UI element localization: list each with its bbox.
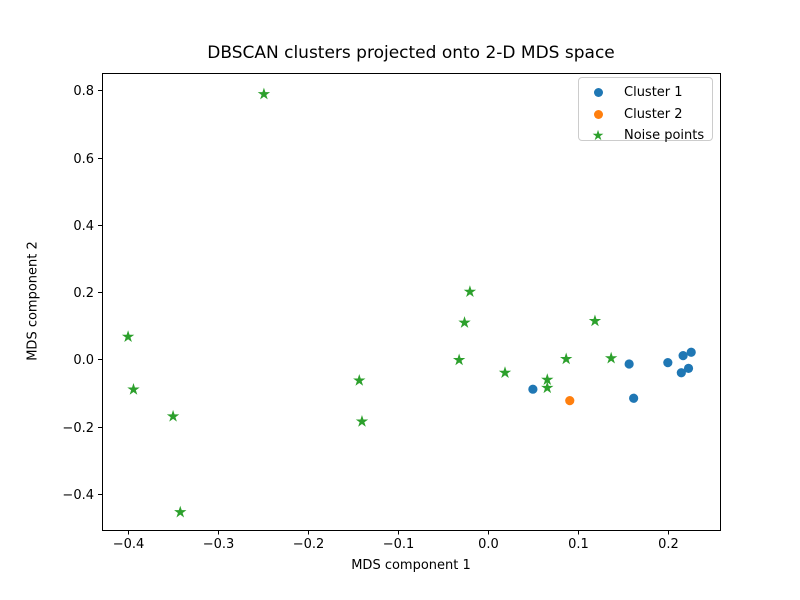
cluster-1-point: [683, 363, 694, 373]
y-tick-label: 0.8: [73, 84, 94, 99]
noise-points-point: [604, 351, 618, 364]
y-tick-label: −0.2: [62, 421, 94, 436]
cluster-1-point: [678, 351, 688, 361]
x-tick-label: −0.3: [203, 537, 235, 552]
chart-title: DBSCAN clusters projected onto 2-D MDS s…: [207, 43, 615, 63]
cluster-1-point: [676, 368, 686, 378]
noise-points-point: [166, 409, 180, 422]
y-tick-label: 0.0: [73, 353, 94, 368]
cluster-2-marker-icon: [591, 110, 605, 119]
noise-points-marker-icon: [591, 129, 605, 143]
y-axis-label: MDS component 2: [25, 241, 41, 361]
noise-points-point: [541, 373, 554, 386]
legend-item-noise-points: Noise points: [591, 125, 712, 147]
noise-points-point: [559, 352, 573, 365]
noise-points-point: [541, 381, 554, 394]
cluster-2-point: [565, 396, 575, 406]
y-tick-label: 0.6: [73, 152, 94, 167]
noise-points-point: [174, 505, 187, 518]
x-tick-label: −0.1: [383, 537, 415, 552]
noise-points-point: [458, 316, 471, 328]
cluster-1-point: [629, 393, 639, 403]
x-tick-label: −0.2: [293, 537, 325, 552]
legend-item-cluster-1: Cluster 1: [591, 82, 712, 104]
x-axis-label: MDS component 1: [351, 558, 471, 573]
legend-item-cluster-2: Cluster 2: [591, 104, 712, 126]
y-tick-label: 0.4: [73, 219, 94, 234]
noise-points-point: [452, 353, 466, 366]
legend-label-cluster-2: Cluster 2: [624, 106, 683, 122]
legend: Cluster 1 Cluster 2 Noise points: [578, 77, 713, 143]
noise-points-point: [257, 87, 271, 100]
cluster-1-point: [686, 347, 696, 357]
x-tick-label: 0.2: [658, 537, 679, 552]
cluster-1-marker-icon: [591, 88, 605, 97]
x-tick-label: −0.4: [113, 537, 145, 552]
noise-points-point: [353, 373, 366, 386]
legend-label-cluster-1: Cluster 1: [624, 85, 683, 101]
legend-label-noise-points: Noise points: [624, 128, 705, 144]
noise-points-point: [588, 314, 602, 327]
noise-points-point: [463, 285, 477, 298]
noise-points-point: [355, 414, 369, 427]
noise-points-point: [127, 383, 140, 395]
cluster-1-point: [663, 358, 673, 368]
y-tick-label: 0.2: [73, 286, 94, 301]
axes-frame: [102, 73, 721, 531]
noise-points-point: [121, 330, 135, 343]
x-tick-label: 0.1: [568, 537, 589, 552]
x-tick-label: 0.0: [478, 537, 499, 552]
noise-points-point: [498, 366, 512, 378]
y-tick-label: −0.4: [62, 488, 94, 503]
cluster-1-point: [624, 359, 634, 369]
cluster-1-point: [528, 384, 538, 394]
